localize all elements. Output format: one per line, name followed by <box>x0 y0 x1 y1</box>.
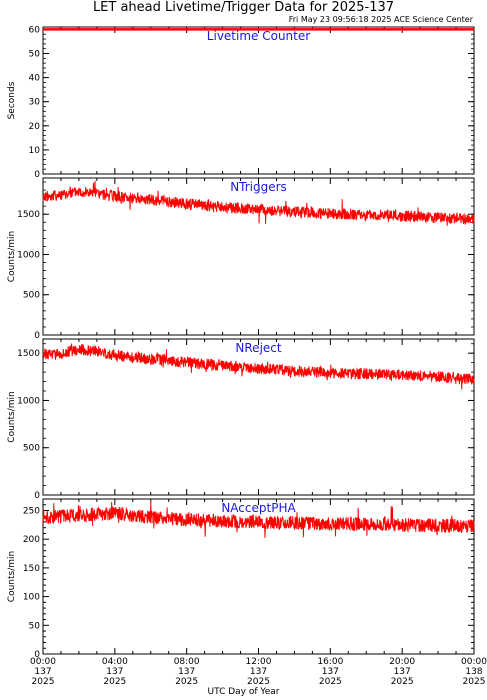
x-tick-label-line: 137 <box>394 667 411 677</box>
y-tick-label: 50 <box>29 621 41 631</box>
y-tick-label: 30 <box>29 98 41 108</box>
panel-title: NTriggers <box>230 180 287 194</box>
x-tick-label-line: 00:00 <box>30 657 56 667</box>
x-tick-label-line: 2025 <box>391 677 414 687</box>
series-line <box>42 500 475 539</box>
y-axis-label: Counts/min <box>7 231 17 282</box>
y-tick-label: 1000 <box>17 250 40 260</box>
panel-frame <box>42 338 475 496</box>
y-tick-label: 0 <box>34 331 40 341</box>
x-tick-label-line: 138 <box>465 667 482 677</box>
x-tick-label-line: 12:00 <box>246 657 272 667</box>
y-tick-label: 1500 <box>17 349 40 359</box>
y-axis-label: Seconds <box>7 81 17 119</box>
x-axis-label: UTC Day of Year <box>207 687 280 697</box>
x-tick-label-line: 2025 <box>463 677 486 687</box>
series-line <box>42 343 475 390</box>
x-tick-label-line: 137 <box>34 667 51 677</box>
x-tick-label-line: 20:00 <box>389 657 415 667</box>
panel-1: 0 10 20 30 40 50 60 Seconds Livetime Counter <box>7 25 475 180</box>
x-tick-label-line: 16:00 <box>317 657 343 667</box>
y-tick-label: 250 <box>23 506 40 516</box>
y-tick-label: 50 <box>29 50 41 60</box>
y-tick-label: 100 <box>23 593 40 603</box>
y-tick-label: 500 <box>23 444 40 454</box>
x-tick-label-line: 08:00 <box>174 657 200 667</box>
panel-frame <box>42 177 475 336</box>
x-tick-label-line: 137 <box>106 667 123 677</box>
y-tick-label: 20 <box>29 122 41 132</box>
panel-title: NReject <box>235 341 281 355</box>
page-title: LET ahead Livetime/Trigger Data for 2025… <box>92 0 395 15</box>
y-tick-label: 40 <box>29 74 41 84</box>
series-line <box>42 180 475 226</box>
y-tick-label: 0 <box>34 491 40 501</box>
y-tick-label: 500 <box>23 291 40 301</box>
y-tick-label: 0 <box>34 650 40 660</box>
panel-3: 0 500 1000 1500 Counts/min NReject <box>7 338 475 501</box>
panel-title: Livetime Counter <box>207 29 310 43</box>
x-tick-label-line: 137 <box>322 667 339 677</box>
x-tick-label-line: 2025 <box>247 677 270 687</box>
y-tick-label: 0 <box>34 170 40 180</box>
timestamp: Fri May 23 09:56:18 2025 ACE Science Cen… <box>288 15 473 24</box>
y-axis-label: Counts/min <box>7 551 17 602</box>
x-tick-label-line: 2025 <box>32 677 55 687</box>
y-tick-label: 10 <box>29 146 41 156</box>
y-tick-label: 200 <box>23 535 40 545</box>
x-tick-label-line: 04:00 <box>102 657 128 667</box>
y-tick-label: 60 <box>29 25 41 35</box>
x-tick-label-line: 00:00 <box>461 657 487 667</box>
x-tick-label-line: 137 <box>250 667 267 677</box>
x-tick-label-line: 2025 <box>175 677 198 687</box>
panel-4: 0 50 100 150 200 250 Counts/min NAcceptPHA <box>7 498 475 660</box>
x-tick-label-line: 137 <box>178 667 195 677</box>
panel-title: NAcceptPHA <box>221 501 296 515</box>
y-tick-label: 150 <box>23 564 40 574</box>
y-tick-label: 1000 <box>17 396 40 406</box>
y-tick-label: 1500 <box>17 210 40 220</box>
y-axis-label: Counts/min <box>7 391 17 442</box>
x-tick-label-line: 2025 <box>103 677 126 687</box>
x-tick-label-line: 2025 <box>319 677 342 687</box>
panel-2: 0 500 1000 1500 Counts/min NTriggers <box>7 177 475 341</box>
panel-frame <box>42 26 475 175</box>
